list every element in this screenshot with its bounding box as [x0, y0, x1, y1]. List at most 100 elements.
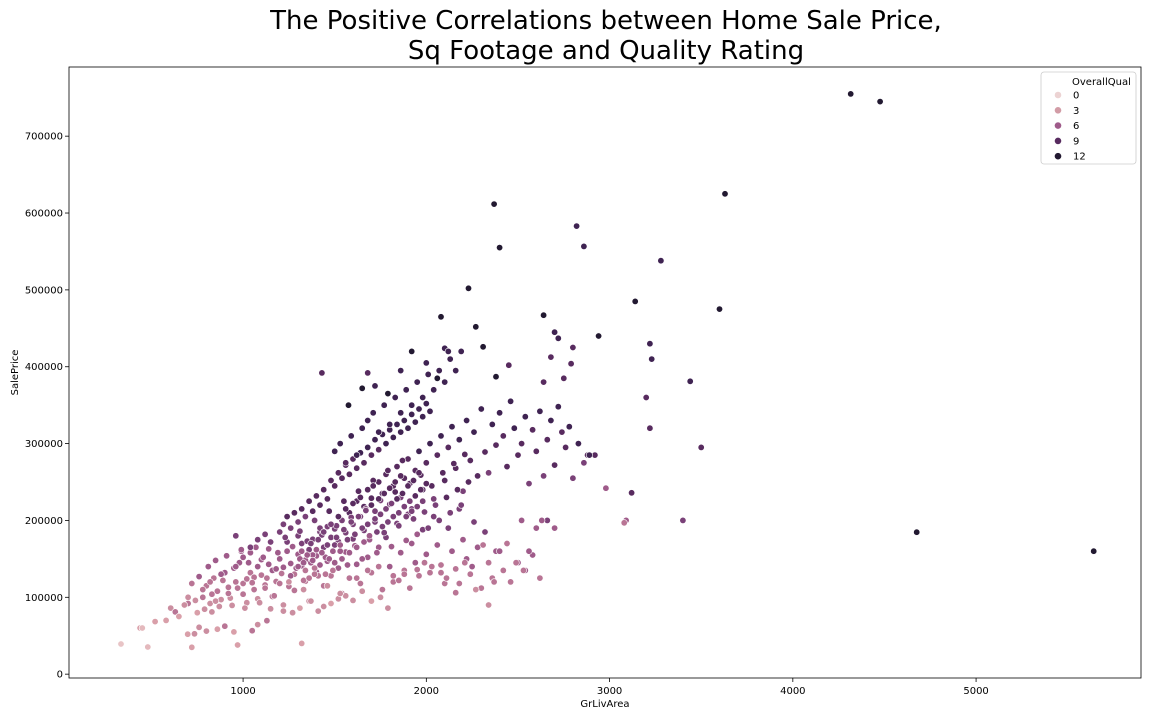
scatter-point	[311, 570, 319, 578]
scatter-point	[422, 359, 430, 367]
scatter-point	[338, 474, 346, 482]
scatter-point	[437, 313, 445, 321]
scatter-point	[397, 428, 405, 436]
scatter-point	[430, 513, 438, 521]
scatter-point	[213, 625, 221, 633]
scatter-point	[323, 541, 331, 549]
scatter-point	[184, 630, 192, 638]
scatter-point	[261, 530, 269, 538]
scatter-point	[477, 405, 485, 413]
scatter-point	[441, 378, 449, 386]
scatter-point	[424, 524, 432, 532]
scatter-point	[464, 478, 472, 486]
scatter-point	[402, 536, 410, 544]
scatter-point	[276, 555, 284, 563]
scatter-point	[307, 539, 315, 547]
scatter-point	[453, 486, 461, 494]
scatter-point	[151, 618, 159, 626]
scatter-point	[283, 513, 291, 521]
scatter-point	[309, 556, 317, 564]
scatter-point	[562, 443, 570, 451]
scatter-point	[435, 367, 443, 375]
scatter-point	[393, 495, 401, 503]
scatter-point	[464, 284, 472, 292]
scatter-point	[329, 547, 337, 555]
scatter-point	[344, 401, 352, 409]
scatter-point	[426, 440, 434, 448]
scatter-point	[569, 343, 577, 351]
scatter-point	[362, 506, 370, 514]
scatter-point	[472, 323, 480, 331]
scatter-point	[364, 416, 372, 424]
scatter-point	[241, 604, 249, 612]
scatter-point	[595, 332, 603, 340]
scatter-point	[345, 574, 353, 582]
scatter-point	[446, 355, 454, 363]
scatter-point	[234, 641, 242, 649]
scatter-point	[382, 440, 390, 448]
scatter-point	[496, 244, 504, 252]
scatter-point	[620, 519, 628, 527]
scatter-point	[171, 608, 179, 616]
legend-label: 3	[1073, 106, 1079, 117]
scatter-point	[279, 607, 287, 615]
scatter-point	[224, 589, 232, 597]
scatter-point	[323, 495, 331, 503]
y-tick-label: 300000	[25, 439, 63, 450]
scatter-point	[367, 597, 375, 605]
scatter-point	[389, 572, 397, 580]
scatter-point	[195, 573, 203, 581]
scatter-point	[246, 569, 254, 577]
y-tick-label: 400000	[25, 362, 63, 373]
scatter-point	[415, 405, 423, 413]
legend-title: OverallQual	[1072, 77, 1131, 88]
scatter-point	[384, 390, 392, 398]
scatter-point	[254, 621, 262, 629]
scatter-point	[300, 586, 308, 594]
scatter-point	[413, 378, 421, 386]
scatter-point	[384, 604, 392, 612]
scatter-point	[444, 347, 452, 355]
scatter-point	[452, 565, 460, 573]
scatter-point	[551, 328, 559, 336]
scatter-point	[364, 369, 372, 377]
scatter-point	[525, 547, 533, 555]
scatter-point	[400, 503, 408, 511]
y-tick-label: 0	[57, 670, 63, 681]
y-tick-label: 700000	[25, 132, 63, 143]
scatter-point	[167, 604, 175, 612]
scatter-point	[386, 484, 394, 492]
scatter-point	[384, 518, 392, 526]
scatter-point	[294, 518, 302, 526]
scatter-point	[270, 592, 278, 600]
scatter-point	[430, 495, 438, 503]
scatter-point	[287, 559, 295, 567]
scatter-point	[256, 599, 264, 607]
scatter-point	[375, 495, 383, 503]
scatter-point	[389, 513, 397, 521]
scatter-point	[239, 590, 247, 598]
scatter-point	[391, 478, 399, 486]
scatter-point	[532, 447, 540, 455]
scatter-point	[336, 541, 344, 549]
scatter-point	[391, 488, 399, 496]
scatter-point	[697, 443, 705, 451]
scatter-point	[138, 624, 146, 632]
scatter-point	[188, 643, 196, 651]
scatter-point	[325, 555, 333, 563]
chart-title-line-2: Sq Footage and Quality Rating	[407, 36, 805, 66]
scatter-point	[285, 578, 293, 586]
scatter-point	[426, 407, 434, 415]
scatter-point	[413, 566, 421, 574]
scatter-point	[248, 627, 256, 635]
plot-frame	[68, 66, 1142, 679]
scatter-point	[422, 550, 430, 558]
scatter-point	[305, 497, 313, 505]
scatter-point	[364, 486, 372, 494]
scatter-point	[259, 553, 267, 561]
scatter-point	[213, 587, 221, 595]
scatter-point	[199, 593, 207, 601]
scatter-point	[474, 472, 482, 480]
scatter-point	[193, 609, 201, 617]
scatter-point	[417, 486, 425, 494]
